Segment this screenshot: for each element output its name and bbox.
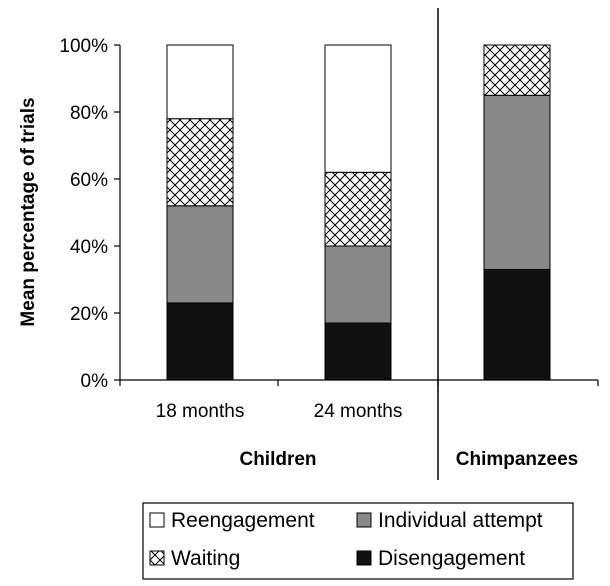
bars [166,44,551,381]
bar-segment-waiting [483,44,551,96]
y-tick-label: 20% [70,304,108,325]
legend-label: Reengagement [171,509,315,532]
y-axis: 0% 20% 40% 60% 80% 100% [59,36,121,392]
x-tick-label: 18 months [156,401,245,422]
legend: Reengagement Individual attempt Waiting Dis… [142,502,574,580]
bar-segment-individual-attempt [483,94,551,270]
bar-segment-disengagement [483,268,551,381]
y-tick-label: 0% [81,371,109,392]
legend-swatch [149,512,165,528]
group-label-children: Children [239,449,316,470]
bar-segment-disengagement [324,322,392,381]
y-tick-label: 40% [70,237,108,258]
bar-segment-reengagement [166,44,234,120]
legend-label: Individual attempt [378,509,543,532]
y-tick-label: 80% [70,103,108,124]
bar-segment-waiting [324,171,392,247]
y-tick-label: 60% [70,170,108,191]
x-axis: 18 months 24 months [119,8,599,480]
legend-label: Disengagement [378,547,525,570]
bar-segment-disengagement [166,302,234,381]
bar-segment-waiting [166,118,234,207]
legend-swatch [356,550,372,566]
bar-segment-individual-attempt [166,205,234,304]
legend-label: Waiting [171,547,240,570]
y-tick-label: 100% [59,36,108,57]
bar-segment-individual-attempt [324,245,392,324]
legend-swatch [149,550,165,566]
bar-segment-reengagement [324,44,392,173]
y-axis-label: Mean percentage of trials [18,97,39,326]
legend-swatch [356,512,372,528]
x-tick-label: 24 months [314,401,403,422]
group-label-chimpanzees: Chimpanzees [456,449,578,470]
